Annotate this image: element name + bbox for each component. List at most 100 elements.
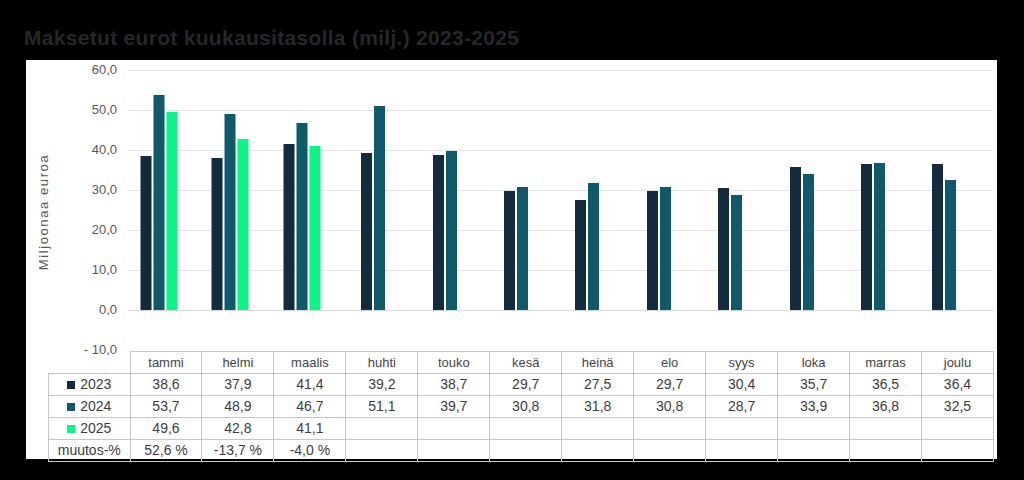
table-header-touko: touko [418,352,490,374]
bar-2024-touko [446,151,457,310]
data-table-header: tammihelmimaalishuhtitoukokesäheinäelosy… [49,352,994,374]
table-header-tammi: tammi [130,352,202,374]
bar-2024-tammi [154,95,165,310]
bar-2024-helmi [225,114,236,310]
table-header-syys: syys [706,352,778,374]
cell-muutos-elo [634,439,706,461]
cell-2024-helmi: 48,9 [202,395,274,417]
cell-2023-huhti: 39,2 [346,373,418,395]
table-row-muutos: muutos-%52,6 %-13,7 %-4,0 % [49,439,994,461]
bar-2025-helmi [238,139,249,310]
cell-2025-tammi: 49,6 [130,417,202,439]
cell-2023-marras: 36,5 [850,373,922,395]
bar-2024-kesä [517,187,528,310]
bar-group-joulu [932,164,956,310]
cell-2025-maalis: 41,1 [274,417,346,439]
legend-marker-2024 [67,403,75,411]
legend-marker-2023 [67,381,75,389]
bar-2024-elo [660,187,671,310]
cell-2023-elo: 29,7 [634,373,706,395]
cell-2025-elo [634,417,706,439]
bar-2024-marras [874,163,885,310]
cell-2024-huhti: 51,1 [346,395,418,417]
y-tick-label: 10,0 [26,262,117,278]
plot-area [128,70,993,311]
y-tick-label: 0,0 [26,302,117,318]
y-tick-label: 40,0 [26,142,117,158]
cell-2023-maalis: 41,4 [274,373,346,395]
table-header-loka: loka [778,352,850,374]
cell-2023-touko: 38,7 [418,373,490,395]
bar-2023-kesä [504,191,515,310]
bar-group-marras [861,163,885,310]
bar-2024-loka [803,174,814,310]
legend-cell-2024: 2024 [49,395,131,417]
cell-muutos-tammi: 52,6 % [130,439,202,461]
table-header-huhti: huhti [346,352,418,374]
bar-group-loka [790,167,814,310]
table-row-2024: 202453,748,946,751,139,730,831,830,828,7… [49,395,994,417]
cell-2024-marras: 36,8 [850,395,922,417]
cell-muutos-huhti [346,439,418,461]
cell-2023-kesä: 29,7 [490,373,562,395]
cell-muutos-maalis: -4,0 % [274,439,346,461]
cell-2025-marras [850,417,922,439]
cell-2023-helmi: 37,9 [202,373,274,395]
bar-group-kesä [504,187,528,310]
cell-2025-huhti [346,417,418,439]
legend-label: 2023 [80,376,111,392]
table-row-2025: 2025 49,642,841,1 [49,417,994,439]
table-row-2023: 202338,637,941,439,238,729,727,529,730,4… [49,373,994,395]
cell-2024-joulu: 32,5 [921,395,993,417]
legend-marker-2025 [67,425,75,433]
cell-2024-syys: 28,7 [706,395,778,417]
table-corner-cell [49,352,131,374]
table-header-heinä: heinä [562,352,634,374]
cell-2025-helmi: 42,8 [202,417,274,439]
table-header-helmi: helmi [202,352,274,374]
cell-2025-touko [418,417,490,439]
table-header-kesä: kesä [490,352,562,374]
gridline [128,70,993,71]
cell-2025-syys [706,417,778,439]
legend-cell-2025: 2025 [49,417,131,439]
cell-muutos-helmi: -13,7 % [202,439,274,461]
cell-2025-kesä [490,417,562,439]
cell-muutos-syys [706,439,778,461]
legend-cell-2023: 2023 [49,373,131,395]
legend-label: 2024 [80,398,111,414]
cell-2024-tammi: 53,7 [130,395,202,417]
bar-2023-loka [790,167,801,310]
bar-2025-maalis [309,146,320,310]
bar-2023-tammi [141,156,152,310]
cell-muutos-joulu [921,439,993,461]
cell-2024-elo: 30,8 [634,395,706,417]
table-header-elo: elo [634,352,706,374]
cell-muutos-heinä [562,439,634,461]
gridline [128,110,993,111]
y-tick-label: 20,0 [26,222,117,238]
data-table: tammihelmimaalishuhtitoukokesäheinäelosy… [48,351,994,462]
bar-2024-huhti [374,106,385,310]
cell-muutos-marras [850,439,922,461]
bar-2023-syys [718,188,729,310]
cell-2023-loka: 35,7 [778,373,850,395]
bar-group-huhti [361,106,385,310]
bar-2024-syys [731,195,742,310]
bar-2024-joulu [945,180,956,310]
cell-2024-heinä: 31,8 [562,395,634,417]
cell-2023-joulu: 36,4 [921,373,993,395]
cell-2024-touko: 39,7 [418,395,490,417]
bar-2023-joulu [932,164,943,310]
cell-2025-heinä [562,417,634,439]
cell-2023-syys: 30,4 [706,373,778,395]
legend-label: 2025 [80,420,111,436]
table-header-maalis: maalis [274,352,346,374]
bar-2024-heinä [588,183,599,310]
cell-2024-loka: 33,9 [778,395,850,417]
bar-group-heinä [575,183,599,310]
bar-2023-marras [861,164,872,310]
y-axis-title: Miljoonaa euroa [36,154,51,271]
cell-2025-joulu [921,417,993,439]
bar-2023-helmi [212,158,223,310]
